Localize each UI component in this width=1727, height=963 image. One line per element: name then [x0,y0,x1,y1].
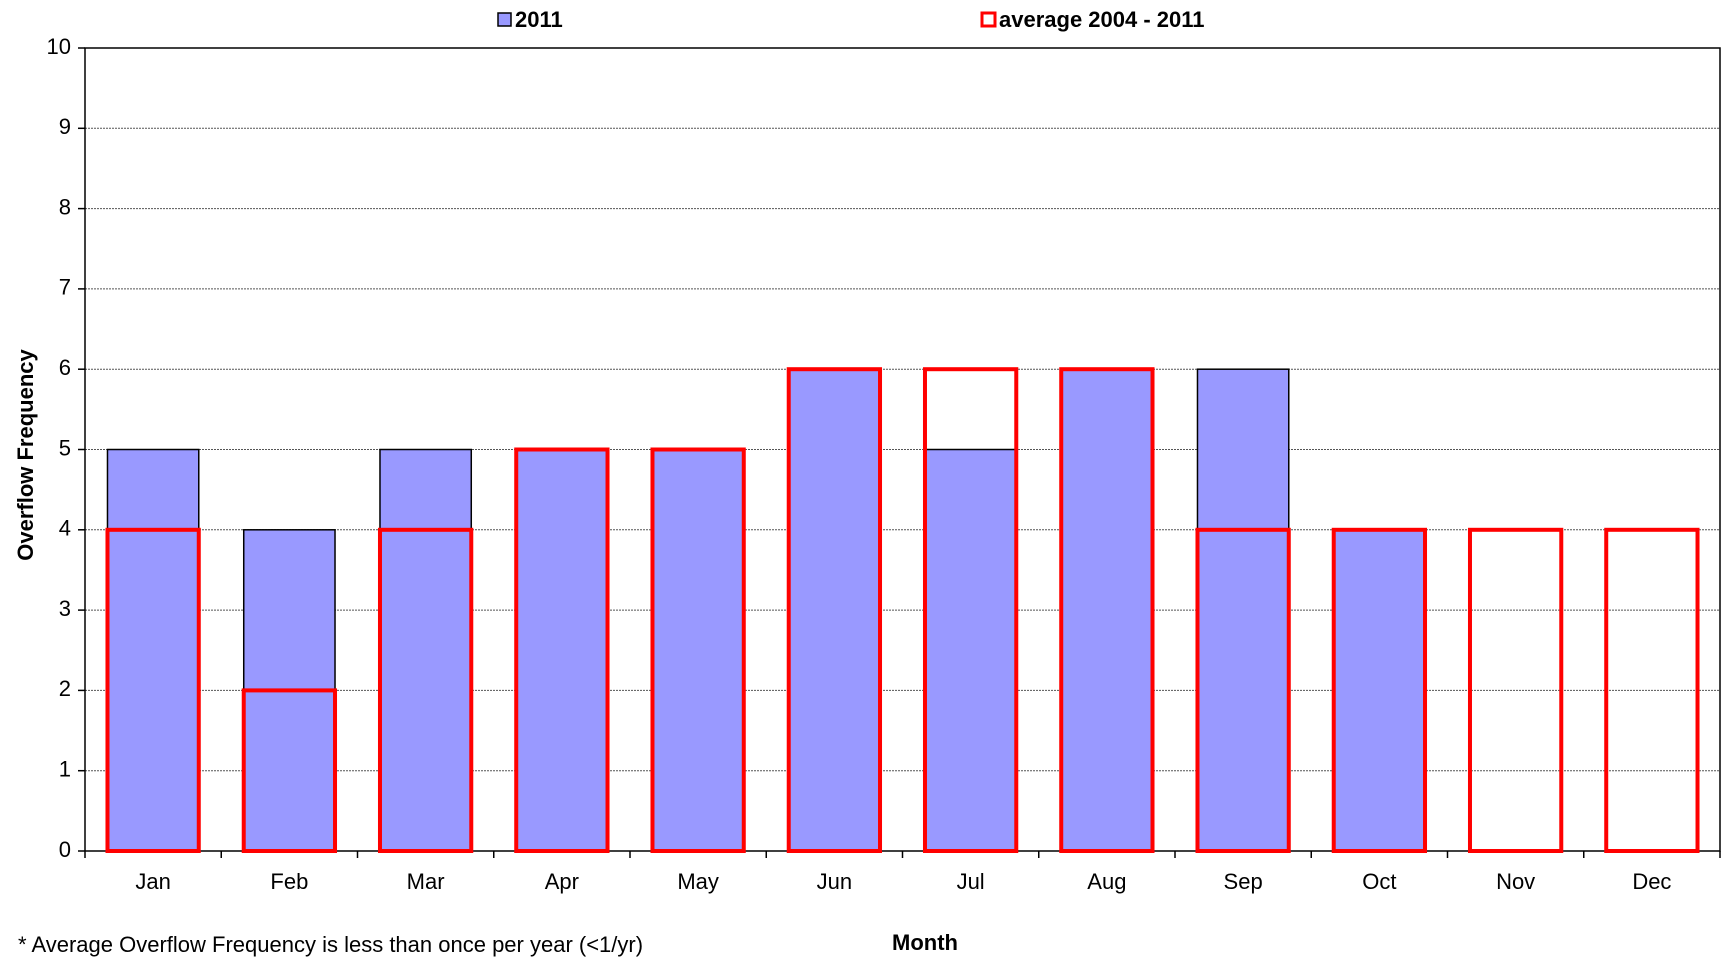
y-tick-label: 4 [59,516,71,541]
legend-swatch [980,11,997,28]
y-tick-label: 0 [59,837,71,862]
x-tick-label: Apr [545,869,579,894]
y-tick-label: 5 [59,435,71,460]
bar [787,368,881,852]
x-tick-label: Nov [1496,869,1535,894]
bar [1332,529,1426,852]
y-tick-label: 2 [59,676,71,701]
y-tick-label: 9 [59,114,71,139]
y-tick-label: 6 [59,355,71,380]
x-tick-label: May [677,869,719,894]
x-tick-label: Sep [1224,869,1263,894]
x-tick-label: Jul [957,869,985,894]
bar [1196,368,1290,852]
y-axis-title: Overflow Frequency [13,348,38,560]
bar-outline [786,367,883,853]
x-axis-title: Month [892,930,958,955]
bar [515,448,609,852]
y-tick-label: 7 [59,275,71,300]
legend-label: 2011 [515,7,563,32]
y-tick-label: 8 [59,194,71,219]
y-tick-label: 1 [59,757,71,782]
bar-outline [1331,527,1428,853]
footnote: * Average Overflow Frequency is less tha… [18,932,643,957]
legend-swatch [497,12,512,27]
x-tick-label: Oct [1362,869,1396,894]
bar [106,448,200,852]
bar-outline [514,447,610,853]
bar [651,448,745,852]
x-tick-label: Aug [1087,869,1126,894]
y-tick-label: 3 [59,596,71,621]
bar [379,448,473,852]
bar-outline [650,447,746,853]
bar-outline [377,527,474,853]
y-tick-label: 10 [47,34,71,59]
bar-outline [1467,527,1564,853]
bar-outline [1604,527,1700,853]
bar-outline [1195,527,1291,853]
bar-outline [105,527,201,853]
bar-outline [922,367,1019,853]
x-tick-label: Jan [135,869,170,894]
bar-outline [1059,367,1155,853]
x-tick-label: Jun [817,869,852,894]
bar [1060,368,1154,852]
x-tick-label: Dec [1632,869,1671,894]
bar-outline [241,688,338,854]
x-tick-label: Mar [407,869,445,894]
legend-label: average 2004 - 2011 [999,7,1205,32]
bar [924,448,1018,852]
x-tick-label: Feb [270,869,308,894]
